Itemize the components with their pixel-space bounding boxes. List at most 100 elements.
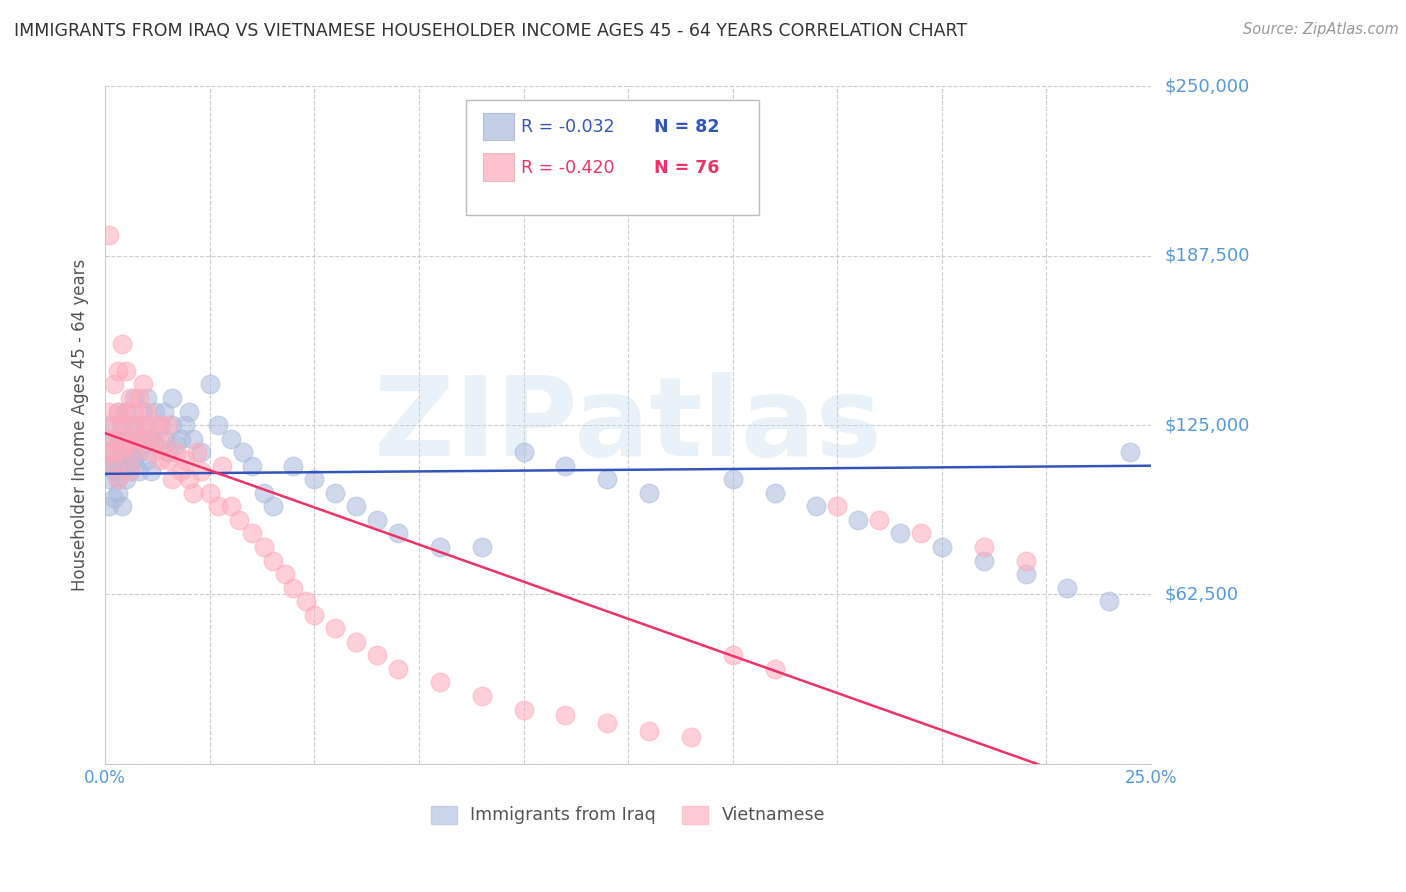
- Point: [107, 437, 129, 451]
- Text: ZIPatlas: ZIPatlas: [374, 372, 882, 479]
- Text: R = -0.032: R = -0.032: [522, 118, 614, 136]
- Point: [512, 702, 534, 716]
- Point: [387, 526, 409, 541]
- Point: [211, 458, 233, 473]
- Point: [1014, 553, 1036, 567]
- Point: [136, 453, 159, 467]
- Point: [124, 404, 146, 418]
- Point: [124, 445, 146, 459]
- Point: [471, 689, 494, 703]
- Point: [120, 437, 142, 451]
- Point: [638, 724, 661, 739]
- Point: [198, 485, 221, 500]
- Point: [304, 607, 326, 622]
- Point: [1098, 594, 1121, 608]
- Point: [198, 377, 221, 392]
- Point: [107, 485, 129, 500]
- FancyBboxPatch shape: [482, 153, 515, 180]
- FancyBboxPatch shape: [465, 100, 759, 215]
- Point: [98, 418, 121, 433]
- Point: [107, 404, 129, 418]
- Point: [98, 404, 121, 418]
- Point: [240, 458, 263, 473]
- Point: [111, 500, 134, 514]
- Point: [1119, 445, 1142, 459]
- Point: [107, 404, 129, 418]
- Point: [141, 418, 163, 433]
- Point: [98, 445, 121, 459]
- Point: [173, 418, 195, 433]
- Point: [128, 432, 150, 446]
- Point: [596, 716, 619, 731]
- Point: [169, 464, 191, 478]
- Point: [554, 708, 576, 723]
- Point: [931, 540, 953, 554]
- Point: [98, 458, 121, 473]
- Text: R = -0.420: R = -0.420: [522, 159, 614, 177]
- Point: [120, 391, 142, 405]
- Point: [136, 404, 159, 418]
- Point: [638, 485, 661, 500]
- Point: [128, 445, 150, 459]
- Point: [344, 635, 367, 649]
- Point: [132, 404, 155, 418]
- Point: [128, 391, 150, 405]
- Point: [471, 540, 494, 554]
- Point: [145, 437, 167, 451]
- Point: [115, 404, 138, 418]
- Point: [103, 464, 125, 478]
- Point: [103, 458, 125, 473]
- Point: [177, 404, 200, 418]
- Point: [111, 336, 134, 351]
- Point: [98, 445, 121, 459]
- Point: [115, 458, 138, 473]
- Point: [152, 404, 174, 418]
- Text: N = 76: N = 76: [654, 159, 720, 177]
- Y-axis label: Householder Income Ages 45 - 64 years: Householder Income Ages 45 - 64 years: [72, 259, 89, 591]
- Point: [177, 472, 200, 486]
- Point: [219, 500, 242, 514]
- Point: [160, 472, 183, 486]
- Point: [283, 581, 305, 595]
- Point: [124, 391, 146, 405]
- Point: [304, 472, 326, 486]
- Point: [868, 513, 890, 527]
- Point: [124, 453, 146, 467]
- Point: [141, 432, 163, 446]
- Point: [721, 472, 744, 486]
- Point: [120, 445, 142, 459]
- Point: [366, 648, 388, 663]
- Point: [120, 418, 142, 433]
- Point: [160, 418, 183, 433]
- Point: [160, 391, 183, 405]
- Point: [141, 464, 163, 478]
- Point: [512, 445, 534, 459]
- Point: [253, 540, 276, 554]
- Point: [111, 445, 134, 459]
- Point: [1014, 567, 1036, 582]
- Point: [107, 472, 129, 486]
- Text: N = 82: N = 82: [654, 118, 720, 136]
- Legend: Immigrants from Iraq, Vietnamese: Immigrants from Iraq, Vietnamese: [423, 799, 832, 831]
- Point: [98, 472, 121, 486]
- Point: [103, 377, 125, 392]
- Point: [156, 445, 179, 459]
- Point: [115, 472, 138, 486]
- Text: $125,000: $125,000: [1166, 416, 1250, 434]
- Point: [973, 553, 995, 567]
- Point: [149, 453, 172, 467]
- Point: [156, 418, 179, 433]
- Point: [679, 730, 702, 744]
- Point: [115, 437, 138, 451]
- Point: [763, 485, 786, 500]
- Point: [825, 500, 848, 514]
- Point: [228, 513, 250, 527]
- Point: [186, 445, 208, 459]
- Point: [98, 432, 121, 446]
- Text: IMMIGRANTS FROM IRAQ VS VIETNAMESE HOUSEHOLDER INCOME AGES 45 - 64 YEARS CORRELA: IMMIGRANTS FROM IRAQ VS VIETNAMESE HOUSE…: [14, 22, 967, 40]
- Point: [152, 437, 174, 451]
- Point: [596, 472, 619, 486]
- Point: [173, 453, 195, 467]
- Point: [207, 418, 229, 433]
- Point: [387, 662, 409, 676]
